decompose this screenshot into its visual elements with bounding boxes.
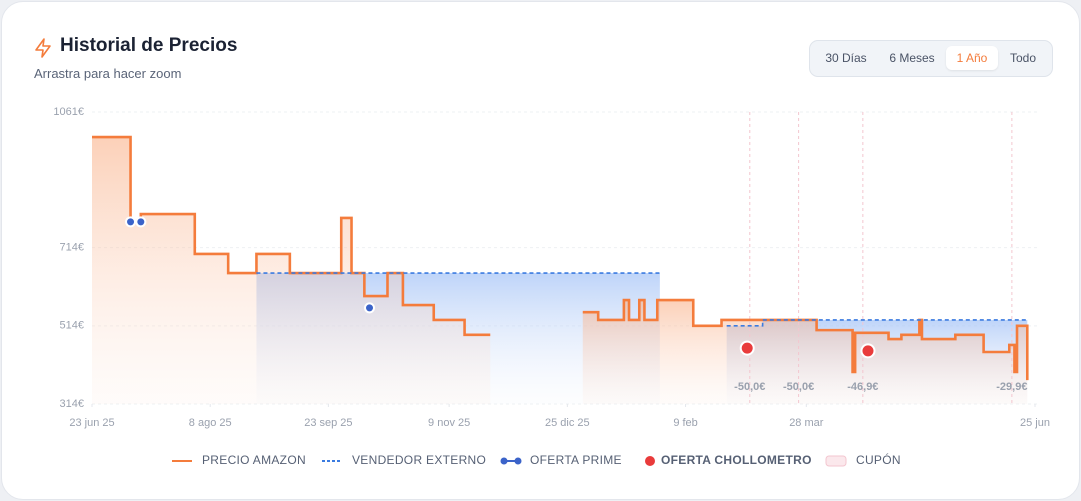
- range-button[interactable]: Todo: [1009, 51, 1037, 65]
- legend-swatch: [645, 456, 655, 466]
- legend-item: VENDEDOR EXTERNO: [322, 453, 486, 467]
- x-tick-label: 9 nov 25: [428, 417, 470, 429]
- x-tick-label: 23 jun 25: [69, 417, 114, 429]
- x-tick-label: 25 dic 25: [545, 417, 590, 429]
- x-tick-label: 28 mar: [789, 417, 824, 429]
- legend-item: CUPÓN: [825, 452, 901, 467]
- coupon-label: -46,9€: [847, 381, 878, 393]
- price-area: [92, 137, 491, 405]
- x-tick-label: 8 ago 25: [189, 417, 232, 429]
- legend-item: OFERTA PRIME: [500, 453, 622, 467]
- x-tick-label: 9 feb: [673, 417, 697, 429]
- range-button[interactable]: 6 Meses: [889, 51, 935, 65]
- y-tick-label: 514€: [60, 320, 84, 332]
- bolt-icon: [35, 38, 51, 58]
- legend-label: CUPÓN: [856, 452, 901, 467]
- legend-label: OFERTA CHOLLOMETRO: [661, 453, 812, 467]
- y-tick-label: 714€: [60, 242, 84, 254]
- range-selector: 30 Días 6 Meses 1 Año Todo: [809, 40, 1053, 77]
- y-tick-label: 314€: [60, 398, 84, 410]
- legend-item: PRECIO AMAZON: [172, 453, 306, 467]
- price-line: [92, 135, 491, 337]
- offer-point: [739, 340, 755, 356]
- price-line: [582, 298, 1029, 381]
- x-tick-label: 25 jun: [1020, 417, 1050, 429]
- legend-item: OFERTA CHOLLOMETRO: [645, 453, 812, 467]
- legend-swatch: [500, 457, 508, 465]
- offer-point: [125, 216, 137, 228]
- legend-label: PRECIO AMAZON: [202, 453, 306, 467]
- legend-label: OFERTA PRIME: [530, 453, 622, 467]
- legend-label: VENDEDOR EXTERNO: [352, 453, 486, 467]
- offer-point: [860, 343, 876, 359]
- coupon-label: -50,0€: [783, 381, 814, 393]
- offer-point: [135, 216, 147, 228]
- x-tick-label: 23 sep 25: [304, 417, 352, 429]
- title: Historial de Precios: [60, 35, 238, 56]
- legend-swatch: [514, 457, 522, 465]
- y-tick-label: 1061€: [53, 106, 84, 118]
- offer-point: [364, 302, 376, 314]
- coupon-label: -29,9€: [996, 381, 1027, 393]
- range-button[interactable]: 30 Días: [825, 51, 867, 65]
- subtitle: Arrastra para hacer zoom: [34, 66, 182, 81]
- price-line: [726, 319, 1028, 327]
- range-button[interactable]: 1 Año: [946, 46, 998, 70]
- coupon-label: -50,0€: [734, 381, 765, 393]
- legend-swatch: [825, 455, 847, 467]
